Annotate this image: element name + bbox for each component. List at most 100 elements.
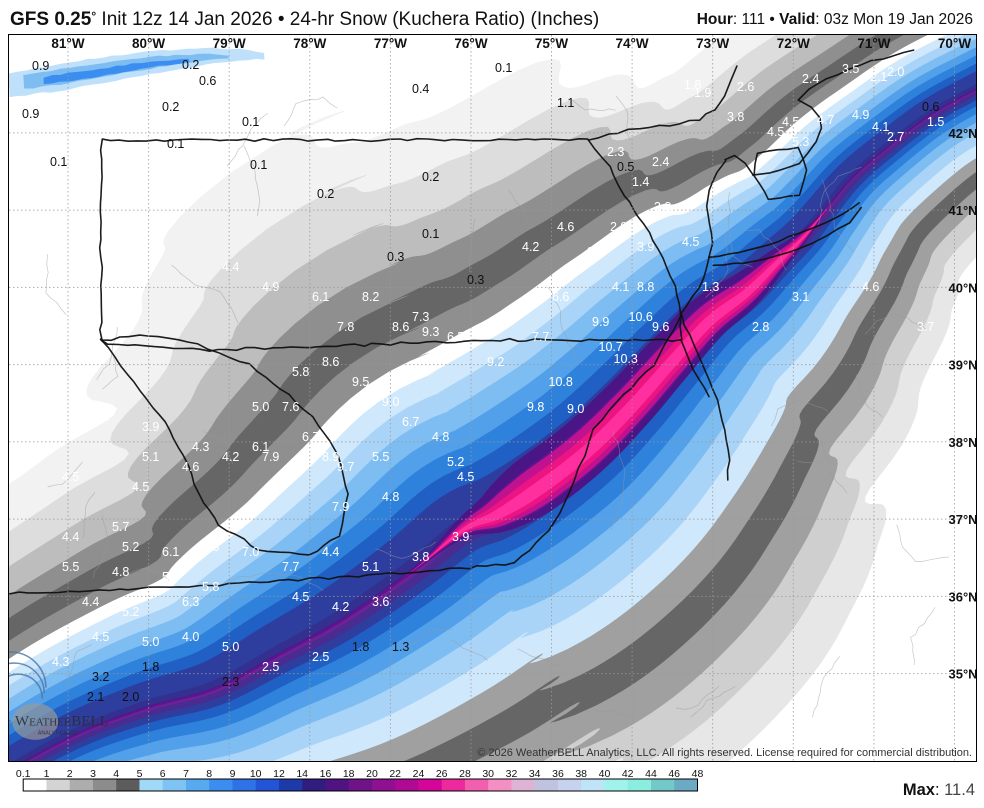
svg-text:7.0: 7.0 bbox=[242, 545, 259, 559]
svg-text:9.9: 9.9 bbox=[592, 315, 609, 329]
svg-text:1.1: 1.1 bbox=[557, 96, 574, 110]
svg-text:4.2: 4.2 bbox=[332, 600, 349, 614]
svg-text:2.9: 2.9 bbox=[610, 220, 627, 234]
svg-text:6.6: 6.6 bbox=[552, 290, 569, 304]
svg-text:0.3: 0.3 bbox=[387, 250, 404, 264]
svg-text:4.4: 4.4 bbox=[82, 595, 99, 609]
svg-text:7.7: 7.7 bbox=[282, 560, 299, 574]
svg-text:3.5: 3.5 bbox=[392, 45, 409, 59]
svg-text:3.1: 3.1 bbox=[792, 290, 809, 304]
svg-text:9.7: 9.7 bbox=[337, 460, 354, 474]
svg-text:1: 1 bbox=[44, 768, 50, 780]
svg-text:1.8: 1.8 bbox=[142, 660, 159, 674]
svg-text:9.6: 9.6 bbox=[652, 320, 669, 334]
svg-text:1.3: 1.3 bbox=[702, 280, 719, 294]
svg-text:ANALYTICS LLC: ANALYTICS LLC bbox=[38, 731, 78, 737]
svg-text:9.5: 9.5 bbox=[352, 375, 369, 389]
svg-text:3.7: 3.7 bbox=[917, 320, 934, 334]
svg-text:8: 8 bbox=[206, 768, 212, 780]
svg-text:10.8: 10.8 bbox=[549, 375, 573, 389]
svg-text:7.7: 7.7 bbox=[532, 330, 549, 344]
svg-text:34: 34 bbox=[529, 768, 541, 780]
svg-text:79°W: 79°W bbox=[213, 36, 246, 51]
svg-text:6.1: 6.1 bbox=[162, 545, 179, 559]
svg-text:4.9: 4.9 bbox=[852, 108, 869, 122]
svg-text:9.8: 9.8 bbox=[527, 400, 544, 414]
svg-text:5.5: 5.5 bbox=[372, 450, 389, 464]
svg-text:46: 46 bbox=[668, 768, 680, 780]
svg-text:3: 3 bbox=[90, 768, 96, 780]
svg-text:41°N: 41°N bbox=[949, 203, 977, 218]
svg-text:3.2: 3.2 bbox=[92, 670, 109, 684]
svg-text:4.4: 4.4 bbox=[62, 530, 79, 544]
svg-text:5.0: 5.0 bbox=[222, 640, 239, 654]
svg-text:5.8: 5.8 bbox=[202, 580, 219, 594]
svg-text:8.6: 8.6 bbox=[392, 320, 409, 334]
svg-text:10.6: 10.6 bbox=[629, 310, 653, 324]
svg-text:3.8: 3.8 bbox=[412, 550, 429, 564]
svg-text:5.2: 5.2 bbox=[447, 455, 464, 469]
svg-text:3.8: 3.8 bbox=[654, 200, 671, 214]
svg-text:2.5: 2.5 bbox=[312, 650, 329, 664]
svg-text:0.9: 0.9 bbox=[22, 107, 39, 121]
svg-text:Max: 11.4: Max: 11.4 bbox=[903, 781, 975, 799]
svg-text:3.0: 3.0 bbox=[22, 410, 39, 424]
svg-text:26: 26 bbox=[436, 768, 448, 780]
svg-text:4.5: 4.5 bbox=[767, 125, 784, 139]
svg-text:4.9: 4.9 bbox=[262, 280, 279, 294]
svg-text:0.1: 0.1 bbox=[250, 158, 267, 172]
svg-text:5.8: 5.8 bbox=[292, 365, 309, 379]
svg-text:4.5: 4.5 bbox=[782, 115, 799, 129]
svg-text:39°N: 39°N bbox=[949, 358, 977, 373]
svg-text:4.6: 4.6 bbox=[557, 220, 574, 234]
svg-text:0.9: 0.9 bbox=[32, 59, 49, 73]
svg-text:9.3: 9.3 bbox=[422, 325, 439, 339]
svg-text:2.5: 2.5 bbox=[262, 660, 279, 674]
svg-text:4.8: 4.8 bbox=[112, 565, 129, 579]
svg-text:4.5: 4.5 bbox=[457, 470, 474, 484]
svg-text:5.3: 5.3 bbox=[792, 135, 809, 149]
svg-text:0.1: 0.1 bbox=[167, 137, 184, 151]
svg-text:38: 38 bbox=[575, 768, 587, 780]
svg-text:4.6: 4.6 bbox=[862, 280, 879, 294]
svg-text:3.9: 3.9 bbox=[637, 240, 654, 254]
svg-text:7.9: 7.9 bbox=[332, 500, 349, 514]
svg-text:4.5: 4.5 bbox=[682, 235, 699, 249]
svg-text:44: 44 bbox=[645, 768, 657, 780]
svg-text:6.7: 6.7 bbox=[402, 415, 419, 429]
svg-text:5.0: 5.0 bbox=[142, 635, 159, 649]
svg-text:18: 18 bbox=[343, 768, 355, 780]
svg-text:5.2: 5.2 bbox=[122, 605, 139, 619]
svg-text:3.6: 3.6 bbox=[372, 595, 389, 609]
svg-text:70°W: 70°W bbox=[938, 36, 971, 51]
svg-text:80°W: 80°W bbox=[132, 36, 165, 51]
svg-text:0.1: 0.1 bbox=[422, 227, 439, 241]
svg-text:7.6: 7.6 bbox=[282, 400, 299, 414]
svg-text:5.2: 5.2 bbox=[122, 540, 139, 554]
svg-text:4.5: 4.5 bbox=[62, 470, 79, 484]
svg-text:75°W: 75°W bbox=[535, 36, 568, 51]
svg-text:0.5: 0.5 bbox=[617, 160, 634, 174]
svg-text:4.8: 4.8 bbox=[432, 430, 449, 444]
svg-text:7: 7 bbox=[183, 768, 189, 780]
svg-text:0.1: 0.1 bbox=[242, 115, 259, 129]
svg-text:4.5: 4.5 bbox=[292, 590, 309, 604]
svg-text:4.4: 4.4 bbox=[322, 545, 339, 559]
svg-text:0.2: 0.2 bbox=[317, 187, 334, 201]
svg-text:4.4: 4.4 bbox=[222, 260, 239, 274]
svg-text:5.1: 5.1 bbox=[142, 450, 159, 464]
svg-text:38°N: 38°N bbox=[949, 435, 977, 450]
svg-text:4.1: 4.1 bbox=[612, 280, 629, 294]
svg-text:0.3: 0.3 bbox=[467, 273, 484, 287]
svg-text:42: 42 bbox=[622, 768, 634, 780]
svg-text:2.5: 2.5 bbox=[12, 460, 29, 474]
svg-text:4.2: 4.2 bbox=[522, 240, 539, 254]
svg-text:7.8: 7.8 bbox=[337, 320, 354, 334]
svg-text:4.5: 4.5 bbox=[132, 480, 149, 494]
svg-text:0.4: 0.4 bbox=[412, 82, 429, 96]
svg-text:0.2: 0.2 bbox=[182, 58, 199, 72]
svg-text:6.7: 6.7 bbox=[302, 430, 319, 444]
svg-text:4.1: 4.1 bbox=[952, 310, 969, 324]
svg-text:6.6: 6.6 bbox=[202, 540, 219, 554]
svg-text:24: 24 bbox=[413, 768, 425, 780]
